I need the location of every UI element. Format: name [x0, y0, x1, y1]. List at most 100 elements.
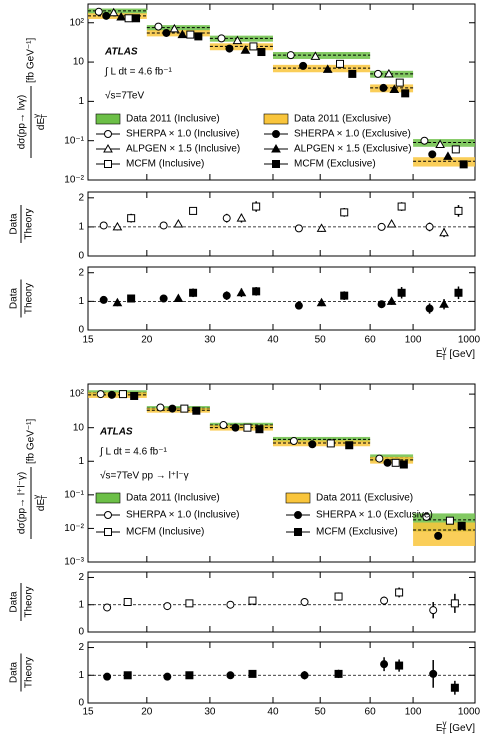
x-axis-label: Eγ T [GeV]: [436, 345, 475, 362]
marker: [294, 224, 303, 233]
marker: [322, 64, 333, 73]
legend-swatch: [95, 113, 121, 125]
marker: [454, 206, 463, 215]
marker: [386, 296, 397, 305]
marker: [185, 599, 194, 608]
marker: [397, 288, 406, 297]
marker: [391, 458, 400, 467]
marker: [186, 30, 195, 39]
marker: [217, 34, 226, 43]
x-tick-label: 100: [405, 335, 422, 346]
marker: [380, 596, 389, 605]
marker: [294, 528, 302, 536]
marker: [429, 669, 438, 678]
x-tick-label: 60: [365, 707, 377, 718]
y-tick-label: 10⁻³: [64, 557, 84, 568]
marker: [272, 130, 280, 138]
y-tick-label: 10: [73, 422, 85, 433]
x-tick-label: 1000: [458, 335, 481, 346]
marker: [249, 42, 258, 51]
marker: [379, 83, 388, 92]
marker: [454, 288, 463, 297]
marker: [334, 669, 343, 678]
y-tick-label: 0: [78, 325, 84, 336]
y-axis-label: Data Theory: [9, 205, 35, 243]
marker: [336, 59, 345, 68]
marker: [163, 672, 172, 681]
y-tick-label: 1: [78, 296, 84, 307]
marker: [185, 671, 194, 680]
legend-label: MCFM (Inclusive): [126, 527, 204, 538]
y-axis-label: dσ(pp→ l⁺l⁻γ) dEγT [fb GeV⁻¹]: [17, 418, 49, 539]
marker: [236, 213, 247, 222]
plot-frame: [87, 571, 476, 633]
marker: [112, 221, 123, 231]
marker: [255, 425, 264, 434]
marker: [445, 516, 454, 525]
legend-label: ALPGEN × 1.5 (Exclusive): [294, 144, 412, 155]
legend-swatch: [263, 113, 289, 125]
marker: [340, 291, 349, 300]
y-tick-label: 2: [78, 572, 84, 583]
marker: [386, 218, 397, 228]
marker: [434, 531, 443, 540]
marker: [123, 598, 132, 606]
y-label-sub: T: [40, 114, 49, 119]
marker: [272, 160, 280, 168]
marker: [99, 221, 108, 230]
x-tick-label: 50: [315, 335, 327, 346]
plot-frame: [87, 3, 476, 181]
marker: [127, 214, 136, 223]
y-tick-label: 1: [78, 456, 84, 467]
marker: [443, 151, 453, 160]
marker: [103, 672, 112, 681]
marker: [159, 221, 168, 230]
x-tick-label: 1000: [458, 707, 481, 718]
marker: [459, 160, 468, 169]
marker: [439, 227, 449, 237]
marker: [420, 136, 429, 145]
marker: [127, 294, 136, 303]
marker: [154, 22, 163, 31]
marker: [219, 421, 228, 430]
y-tick-label: 1: [78, 96, 84, 107]
marker: [222, 214, 231, 223]
marker: [248, 596, 257, 605]
y-label-denominator: Theory: [24, 283, 35, 314]
x-tick-label: 20: [141, 335, 153, 346]
marker: [104, 511, 112, 519]
marker: [94, 7, 103, 16]
legend-label: MCFM (Inclusive): [126, 159, 204, 170]
marker: [294, 511, 302, 519]
marker: [345, 441, 354, 450]
legend-swatch: [95, 492, 121, 504]
marker: [112, 297, 123, 307]
y-tick-label: 1: [78, 670, 84, 681]
y-label-denominator: dEγT: [32, 114, 49, 130]
y-tick-label: 2: [78, 642, 84, 653]
marker: [243, 423, 252, 432]
legend-label: SHERPA × 1.0 (Inclusive): [126, 129, 239, 140]
marker: [348, 69, 357, 78]
marker: [116, 12, 126, 21]
marker: [425, 222, 434, 231]
x-label-text: E: [436, 349, 443, 360]
x-tick-label: 40: [267, 707, 279, 718]
marker: [271, 143, 281, 153]
marker: [429, 606, 438, 615]
y-label-numerator: dσ(pp→ lνγ): [17, 95, 28, 150]
marker: [99, 295, 108, 304]
marker: [299, 61, 308, 70]
marker: [169, 23, 180, 33]
marker: [96, 390, 105, 399]
plot-frame: [87, 266, 476, 331]
marker: [240, 45, 251, 54]
x-tick-label: 30: [204, 335, 216, 346]
marker: [168, 404, 177, 413]
y-tick-label: 2: [78, 267, 84, 278]
marker: [286, 51, 295, 60]
y-tick-label: 10²: [70, 17, 85, 28]
marker: [123, 671, 132, 680]
x-label-sub: T: [442, 727, 447, 736]
